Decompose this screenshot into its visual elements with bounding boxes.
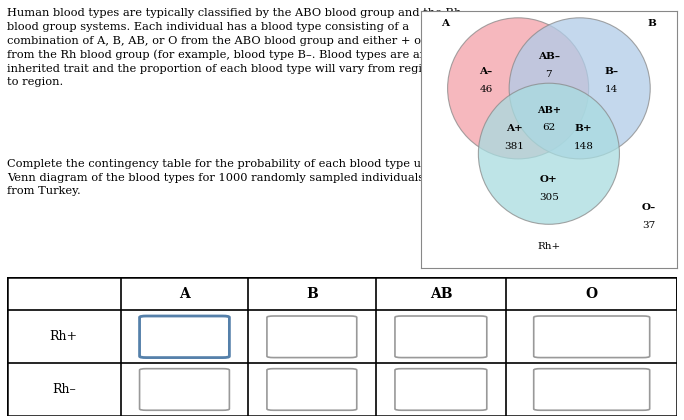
Text: 148: 148 bbox=[574, 142, 594, 150]
Text: Rh+: Rh+ bbox=[538, 241, 560, 251]
Text: A: A bbox=[179, 287, 190, 301]
Text: 62: 62 bbox=[542, 123, 555, 132]
Text: O: O bbox=[586, 287, 598, 301]
Text: A+: A+ bbox=[506, 123, 523, 133]
Text: A: A bbox=[441, 19, 449, 28]
Text: 37: 37 bbox=[642, 221, 655, 230]
Text: Rh+: Rh+ bbox=[50, 330, 78, 343]
Text: A–: A– bbox=[479, 67, 492, 76]
FancyBboxPatch shape bbox=[395, 316, 487, 357]
Text: B–: B– bbox=[605, 67, 619, 76]
Text: B+: B+ bbox=[575, 123, 592, 133]
FancyBboxPatch shape bbox=[140, 369, 229, 410]
Text: 46: 46 bbox=[479, 85, 492, 94]
Text: O+: O+ bbox=[540, 175, 557, 184]
Text: 7: 7 bbox=[546, 70, 552, 79]
Ellipse shape bbox=[478, 83, 620, 224]
Ellipse shape bbox=[509, 18, 650, 159]
Text: AB–: AB– bbox=[538, 52, 560, 61]
FancyBboxPatch shape bbox=[267, 369, 357, 410]
Text: AB: AB bbox=[430, 287, 452, 301]
FancyBboxPatch shape bbox=[140, 316, 229, 357]
Text: Human blood types are typically classified by the ABO blood group and the Rh
blo: Human blood types are typically classifi… bbox=[7, 8, 461, 87]
Text: O–: O– bbox=[642, 203, 656, 212]
Text: AB+: AB+ bbox=[537, 106, 561, 115]
Bar bbox=[7, 277, 677, 310]
Text: 14: 14 bbox=[605, 85, 618, 94]
FancyBboxPatch shape bbox=[267, 316, 357, 357]
Text: 305: 305 bbox=[539, 193, 559, 202]
FancyBboxPatch shape bbox=[534, 369, 650, 410]
Text: B: B bbox=[648, 19, 657, 28]
Text: Complete the contingency table for the probability of each blood type using the
: Complete the contingency table for the p… bbox=[7, 159, 467, 196]
Text: 381: 381 bbox=[504, 142, 524, 150]
FancyBboxPatch shape bbox=[534, 316, 650, 357]
Text: B: B bbox=[306, 287, 317, 301]
Ellipse shape bbox=[447, 18, 589, 159]
FancyBboxPatch shape bbox=[395, 369, 487, 410]
Text: Rh–: Rh– bbox=[52, 383, 76, 396]
